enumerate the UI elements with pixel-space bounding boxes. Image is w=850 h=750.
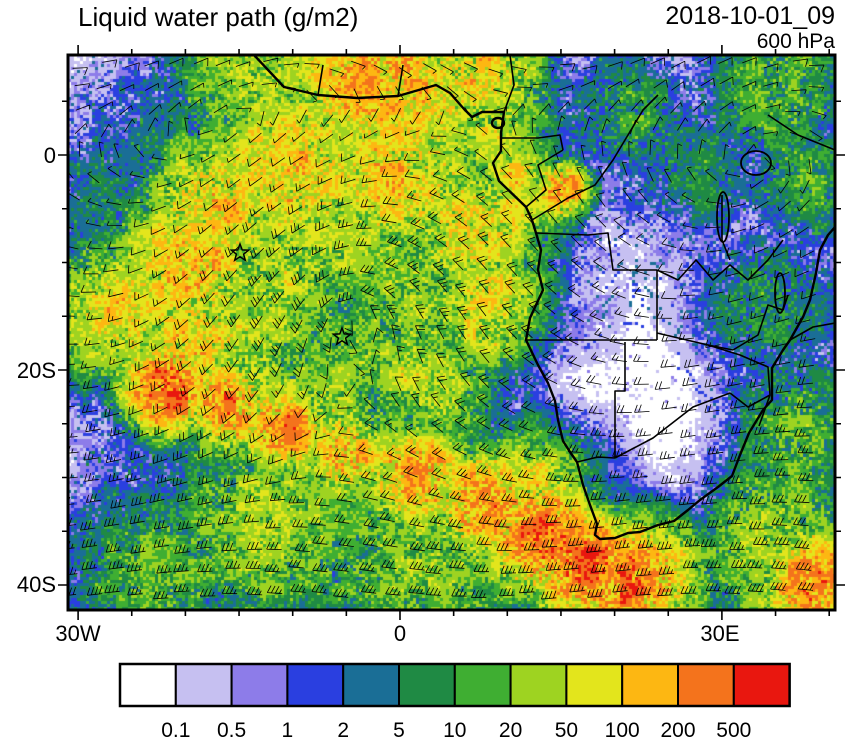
colorbar-cell	[342, 663, 401, 707]
map-frame	[66, 53, 837, 612]
colorbar-tick-label: 10	[443, 719, 466, 742]
colorbar-cell	[565, 663, 624, 707]
lake-victoria	[740, 150, 772, 176]
colorbar-cell	[732, 663, 791, 707]
x-axis-tick-label: 30E	[700, 621, 739, 646]
colorbar-tick-label: 100	[605, 719, 640, 742]
colorbar-tick-label: 200	[660, 719, 695, 742]
lakes	[716, 150, 786, 314]
country-borders	[317, 55, 835, 463]
colorbar-tick-label: 1	[282, 719, 294, 742]
star-marker	[331, 325, 353, 347]
colorbar-cell	[119, 663, 177, 707]
y-axis-tick-label: 0	[44, 143, 56, 168]
y-axis-tick-label: 20S	[17, 358, 56, 383]
colorbar-tick-label: 0.1	[161, 719, 190, 742]
colorbar-cell	[453, 663, 512, 707]
lake-tanganyika	[716, 191, 730, 243]
colorbar-tick-label: 5	[393, 719, 405, 742]
colorbar-cell	[230, 663, 289, 707]
colorbar-frame	[118, 662, 791, 708]
colorbar-cell	[509, 663, 568, 707]
colorbar-tick-label: 20	[499, 719, 522, 742]
colorbar-tick-label: 50	[555, 719, 578, 742]
station-markers	[229, 241, 353, 347]
bioko-island	[490, 116, 506, 130]
coastline	[253, 55, 835, 541]
colorbar-cell	[286, 663, 345, 707]
lake-malawi	[774, 272, 786, 314]
colorbar-cell	[174, 663, 233, 707]
x-axis-tick-label: 0	[394, 621, 406, 646]
colorbar-tick-label: 2	[337, 719, 349, 742]
colorbar-tick-label: 500	[716, 719, 751, 742]
colorbar-cell	[398, 663, 456, 707]
wind-barbs-layer	[68, 56, 827, 600]
x-axis-tick-label: 30W	[55, 621, 100, 646]
datetime-label: 2018-10-01_09	[665, 2, 835, 30]
colorbar-cell	[621, 663, 680, 707]
page-title: Liquid water path (g/m2)	[78, 2, 359, 32]
level-label: 600 hPa	[756, 30, 835, 53]
star-marker	[229, 241, 251, 263]
colorbar-tick-label: 0.5	[217, 719, 246, 742]
y-axis-tick-label: 40S	[17, 572, 56, 597]
colorbar: 0.1 0.5 1 2 5 10 20 50 100 200 500	[118, 662, 791, 742]
lwp-field-canvas	[68, 55, 835, 610]
colorbar-cell	[677, 663, 735, 707]
axis-ticks	[58, 45, 845, 620]
